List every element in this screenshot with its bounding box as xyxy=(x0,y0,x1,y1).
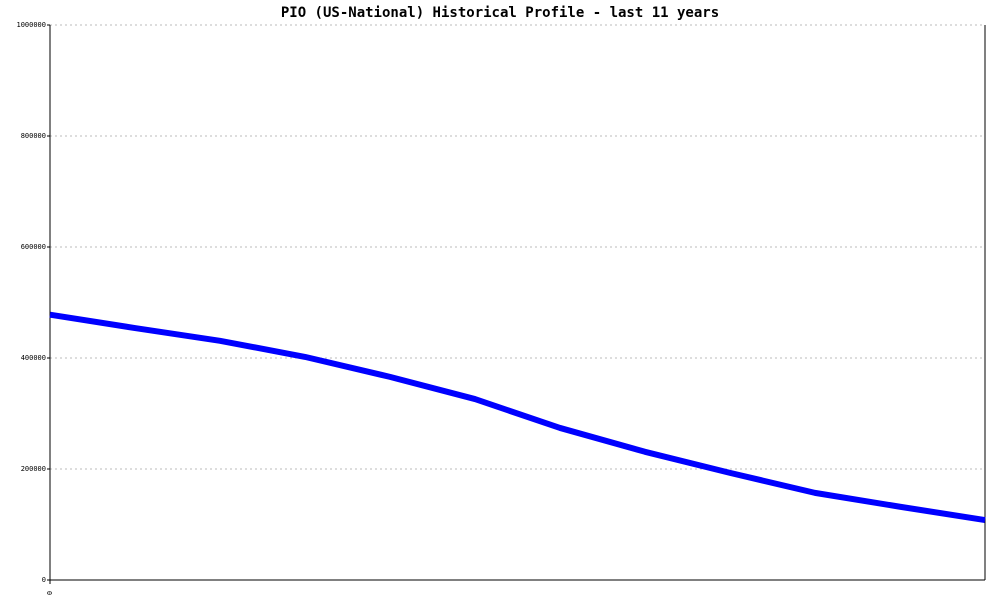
y-tick-label: 200000 xyxy=(21,465,46,473)
x-tick-label: 0 xyxy=(46,591,54,595)
y-tick-label: 400000 xyxy=(21,354,46,362)
y-tick-label: 600000 xyxy=(21,243,46,251)
y-tick-label: 0 xyxy=(42,576,46,584)
data-line xyxy=(49,311,986,524)
chart-title: PIO (US-National) Historical Profile - l… xyxy=(281,5,719,21)
y-tick-label: 1000000 xyxy=(16,21,46,29)
y-tick-label: 800000 xyxy=(21,132,46,140)
